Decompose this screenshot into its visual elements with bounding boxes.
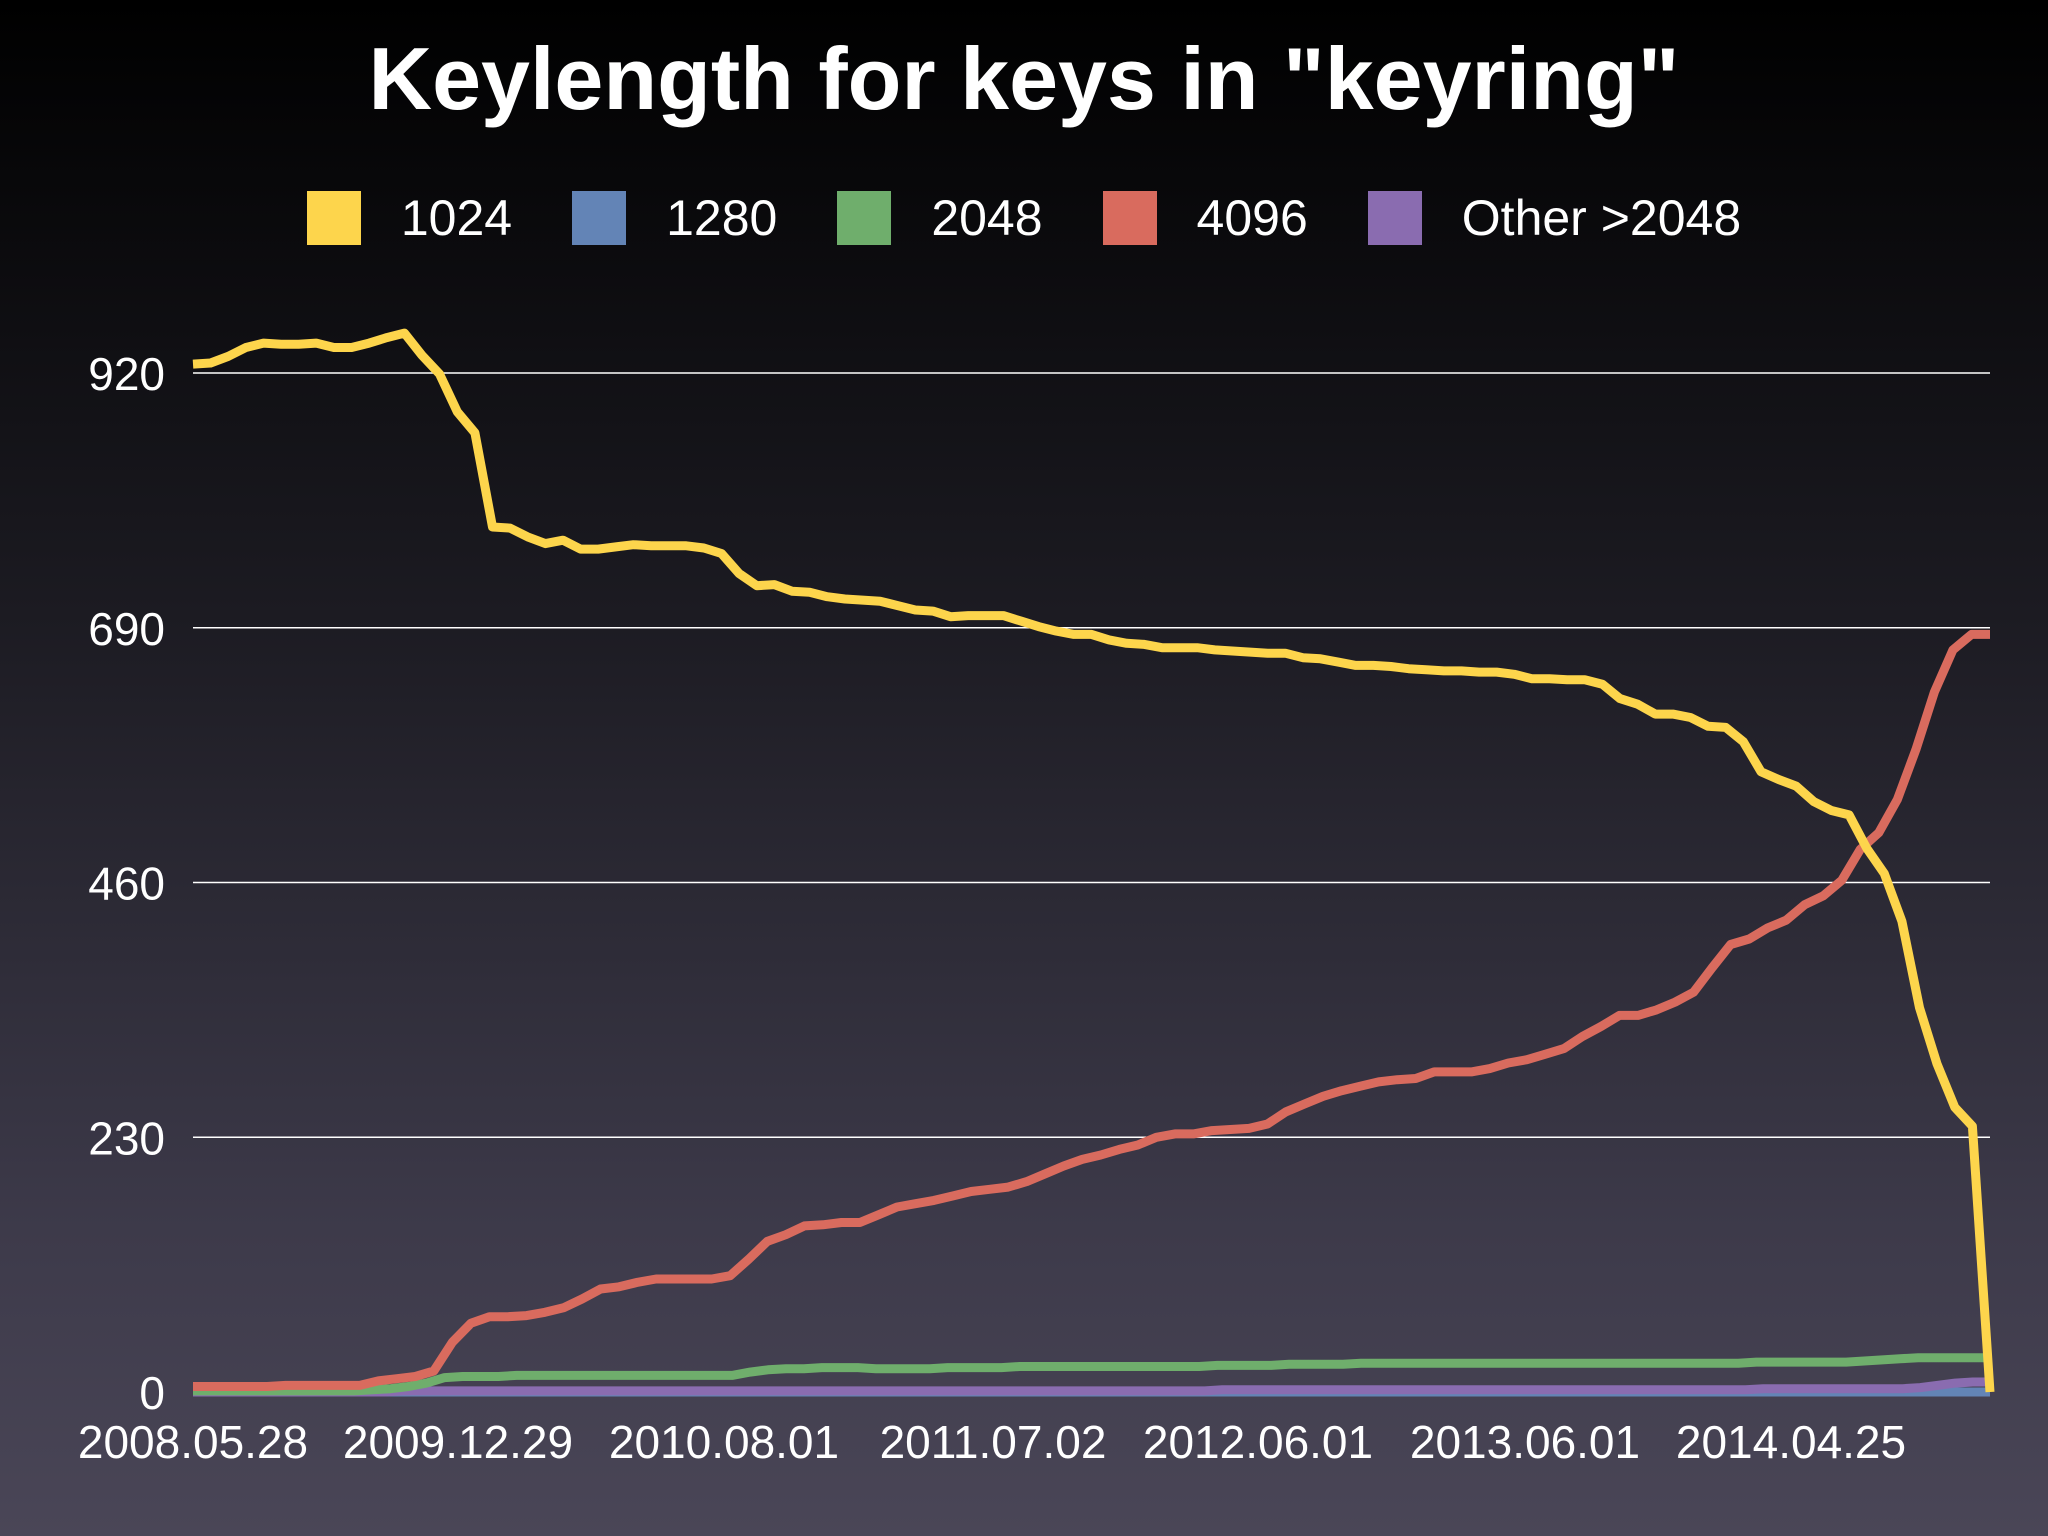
legend-swatch-other [1367,191,1422,245]
legend-label-other: Other >2048 [1461,190,1742,246]
x-axis-tick-labels: 2008.05.28 2009.12.29 2010.08.01 2011.07.02… [78,1416,1906,1468]
legend-item-2048: 2048 [837,189,1043,247]
x-tick-label: 2010.08.01 [609,1416,839,1468]
x-tick-label: 2013.06.01 [1410,1416,1640,1468]
chart-title: Keylength for keys in "keyring" [368,29,1680,128]
series-lines [192,328,1995,1397]
y-tick-label: 460 [88,858,165,910]
legend-swatch-4096 [1102,191,1157,245]
series-line-1024 [192,328,1995,1393]
legend: 1024 1280 2048 4096 Other >2048 [0,183,2048,253]
legend-swatch-1024 [306,191,361,245]
legend-label-1024: 1024 [400,190,513,246]
series-line-other-2048 [193,1377,1990,1397]
x-tick-label: 2012.06.01 [1143,1416,1373,1468]
x-tick-label: 2014.04.25 [1676,1416,1906,1468]
legend-item-4096: 4096 [1102,189,1308,247]
gridlines [193,372,1990,1138]
legend-item-1024: 1024 [306,189,513,247]
y-tick-label: 920 [88,348,165,400]
legend-label-4096: 4096 [1196,190,1308,246]
y-axis-tick-labels: 0 230 460 690 920 [88,348,165,1419]
legend-swatch-1280 [572,191,627,245]
legend-label-1280: 1280 [666,190,778,246]
y-tick-label: 690 [88,603,165,655]
series-line-4096 [193,629,1990,1391]
legend-label-2048: 2048 [931,190,1043,246]
y-tick-label: 0 [139,1367,165,1419]
y-tick-label: 230 [88,1112,165,1164]
x-tick-label: 2011.07.02 [880,1416,1107,1468]
x-tick-label: 2008.05.28 [78,1416,308,1468]
legend-item-other: Other >2048 [1367,189,1742,247]
legend-swatch-2048 [837,191,892,245]
x-tick-label: 2009.12.29 [343,1416,573,1468]
legend-item-1280: 1280 [572,189,777,247]
series-line-2048 [193,1353,1990,1396]
